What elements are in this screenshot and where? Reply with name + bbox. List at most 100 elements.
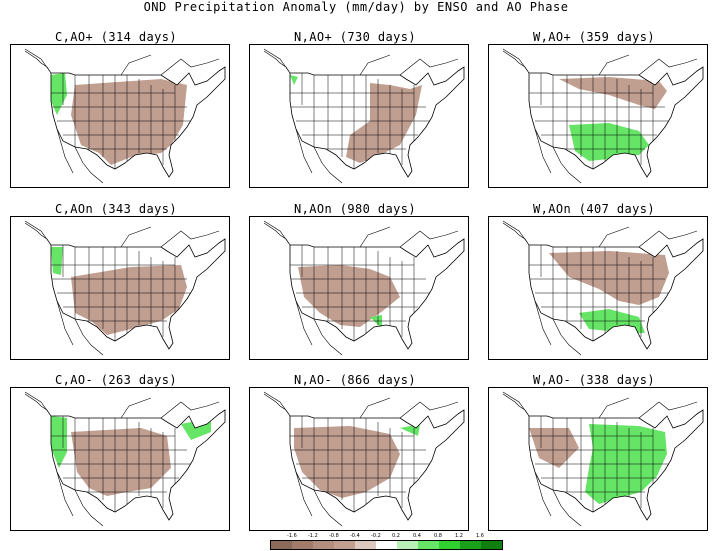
panel-title: N,AO- (866 days) bbox=[294, 373, 416, 387]
map-frame bbox=[249, 387, 469, 531]
state-borders bbox=[529, 416, 669, 512]
coastline bbox=[263, 222, 291, 246]
colorbar-label: -0.2 bbox=[371, 533, 381, 539]
wet-anomaly-region bbox=[290, 75, 298, 85]
panel-title: C,AOn (343 days) bbox=[55, 202, 177, 216]
map-frame bbox=[488, 44, 708, 188]
us-map bbox=[263, 220, 465, 356]
us-map bbox=[263, 391, 465, 527]
colorbar-swatch: 0.2 bbox=[376, 533, 400, 549]
canada-border bbox=[502, 48, 698, 76]
map-frame bbox=[249, 44, 469, 188]
colorbar-label: -0.8 bbox=[329, 533, 339, 539]
map-frame bbox=[249, 216, 469, 360]
colorbar-swatch: -0.4 bbox=[334, 533, 360, 549]
panel-title: W,AO- (338 days) bbox=[533, 373, 655, 387]
wet-anomaly-region bbox=[370, 315, 382, 329]
colorbar-label: 1.6 bbox=[476, 533, 484, 539]
colorbar-swatch bbox=[481, 541, 502, 549]
dry-anomaly-region bbox=[71, 265, 187, 335]
map-panel-n-aom: N,AO- (866 days) bbox=[241, 373, 469, 543]
state-borders bbox=[51, 245, 191, 341]
canada-border bbox=[502, 391, 698, 419]
us-outline bbox=[528, 66, 704, 178]
colorbar-swatch: 0.4 bbox=[397, 533, 421, 549]
map-panel-c-aom: C,AO- (263 days) bbox=[2, 373, 230, 543]
mexico-border bbox=[295, 128, 343, 184]
mexico-border bbox=[295, 300, 343, 356]
canada-border bbox=[263, 391, 459, 419]
us-outline bbox=[50, 66, 226, 178]
canada-border bbox=[24, 220, 220, 248]
us-outline bbox=[289, 238, 465, 350]
dry-anomaly-region bbox=[346, 83, 422, 163]
panel-title: W,AO+ (359 days) bbox=[533, 30, 655, 44]
canada-border bbox=[263, 220, 459, 248]
colorbar-swatch: -1.6 bbox=[271, 533, 297, 549]
us-map bbox=[502, 391, 704, 527]
us-outline bbox=[528, 238, 704, 350]
map-frame bbox=[10, 216, 230, 360]
map-frame bbox=[488, 216, 708, 360]
mexico-border bbox=[534, 471, 582, 527]
colorbar: -1.6 -1.2 -0.8 -0.4 -0.2 0.2 0.4 0.8 1.2 1.6 bbox=[270, 533, 503, 550]
map-panel-w-ao0: W,AOn (407 days) bbox=[480, 202, 708, 372]
us-map bbox=[502, 48, 704, 184]
wet-anomaly-region bbox=[400, 424, 420, 436]
canada-border bbox=[24, 391, 220, 419]
state-borders bbox=[290, 73, 430, 169]
us-outline bbox=[50, 409, 226, 521]
coastline bbox=[502, 50, 530, 74]
state-borders bbox=[290, 416, 430, 512]
map-frame bbox=[10, 44, 230, 188]
coastline bbox=[502, 393, 530, 417]
dry-anomaly-region bbox=[529, 428, 579, 468]
dry-anomaly-region bbox=[71, 79, 187, 165]
dry-anomaly-region bbox=[298, 265, 400, 327]
us-outline bbox=[528, 409, 704, 521]
colorbar-label: 0.4 bbox=[413, 533, 421, 539]
panel-title: N,AOn (980 days) bbox=[294, 202, 416, 216]
coastline bbox=[24, 222, 52, 246]
us-map bbox=[263, 48, 465, 184]
state-borders bbox=[529, 73, 669, 169]
us-outline bbox=[50, 238, 226, 350]
mexico-border bbox=[534, 128, 582, 184]
mexico-border bbox=[56, 128, 104, 184]
us-map bbox=[24, 48, 226, 184]
canada-border bbox=[24, 48, 220, 76]
us-outline bbox=[289, 66, 465, 178]
panel-title: W,AOn (407 days) bbox=[533, 202, 655, 216]
coastline bbox=[24, 393, 52, 417]
mexico-border bbox=[295, 471, 343, 527]
map-panel-c-aop: C,AO+ (314 days) bbox=[2, 30, 230, 200]
wet-anomaly-region bbox=[51, 247, 63, 275]
state-borders bbox=[529, 245, 669, 341]
coastline bbox=[24, 50, 52, 74]
coastline bbox=[263, 50, 291, 74]
canada-border bbox=[502, 220, 698, 248]
state-borders bbox=[51, 416, 191, 512]
map-panel-w-aom: W,AO- (338 days) bbox=[480, 373, 708, 543]
colorbar-swatch: -0.2 bbox=[355, 533, 381, 549]
figure-title: OND Precipitation Anomaly (mm/day) by EN… bbox=[143, 0, 569, 14]
us-outline bbox=[289, 409, 465, 521]
us-map bbox=[502, 220, 704, 356]
colorbar-swatch: 1.2 bbox=[439, 533, 463, 549]
mexico-border bbox=[56, 300, 104, 356]
colorbar-label: 1.2 bbox=[455, 533, 463, 539]
wet-anomaly-region bbox=[181, 418, 211, 440]
mexico-border bbox=[534, 300, 582, 356]
colorbar-swatch: 1.6 bbox=[460, 533, 484, 549]
canada-border bbox=[263, 48, 459, 76]
wet-anomaly-region bbox=[51, 73, 67, 115]
coastline bbox=[502, 222, 530, 246]
colorbar-label: -1.6 bbox=[287, 533, 297, 539]
colorbar-label: 0.2 bbox=[392, 533, 400, 539]
panel-title: N,AO+ (730 days) bbox=[294, 30, 416, 44]
dry-anomaly-region bbox=[549, 251, 669, 305]
us-map bbox=[24, 391, 226, 527]
panel-title: C,AO+ (314 days) bbox=[55, 30, 177, 44]
map-frame bbox=[488, 387, 708, 531]
dry-anomaly-region bbox=[294, 426, 400, 498]
